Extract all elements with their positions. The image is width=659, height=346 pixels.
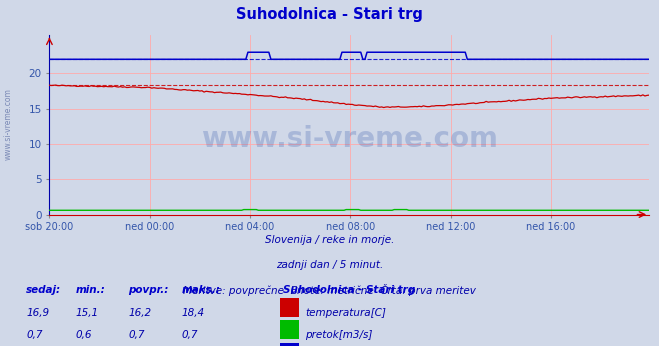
Text: temperatura[C]: temperatura[C]	[305, 308, 386, 318]
Text: 15,1: 15,1	[76, 308, 99, 318]
Text: 18,4: 18,4	[181, 308, 204, 318]
Text: Suhodolnica - Stari trg: Suhodolnica - Stari trg	[283, 285, 415, 295]
Text: Suhodolnica - Stari trg: Suhodolnica - Stari trg	[236, 8, 423, 22]
Text: www.si-vreme.com: www.si-vreme.com	[201, 125, 498, 153]
Text: www.si-vreme.com: www.si-vreme.com	[3, 89, 13, 161]
Text: 0,6: 0,6	[76, 330, 92, 340]
Text: pretok[m3/s]: pretok[m3/s]	[305, 330, 372, 340]
Text: 0,7: 0,7	[26, 330, 43, 340]
Text: povpr.:: povpr.:	[129, 285, 169, 295]
Text: Slovenija / reke in morje.: Slovenija / reke in morje.	[265, 235, 394, 245]
Text: 0,7: 0,7	[129, 330, 145, 340]
Text: maks.:: maks.:	[181, 285, 220, 295]
Text: 16,9: 16,9	[26, 308, 49, 318]
Text: Meritve: povprečne  Enote: metrične  Črta: prva meritev: Meritve: povprečne Enote: metrične Črta:…	[183, 284, 476, 296]
Text: zadnji dan / 5 minut.: zadnji dan / 5 minut.	[276, 260, 383, 270]
Text: 0,7: 0,7	[181, 330, 198, 340]
Text: sedaj:: sedaj:	[26, 285, 61, 295]
Text: min.:: min.:	[76, 285, 105, 295]
Text: 16,2: 16,2	[129, 308, 152, 318]
